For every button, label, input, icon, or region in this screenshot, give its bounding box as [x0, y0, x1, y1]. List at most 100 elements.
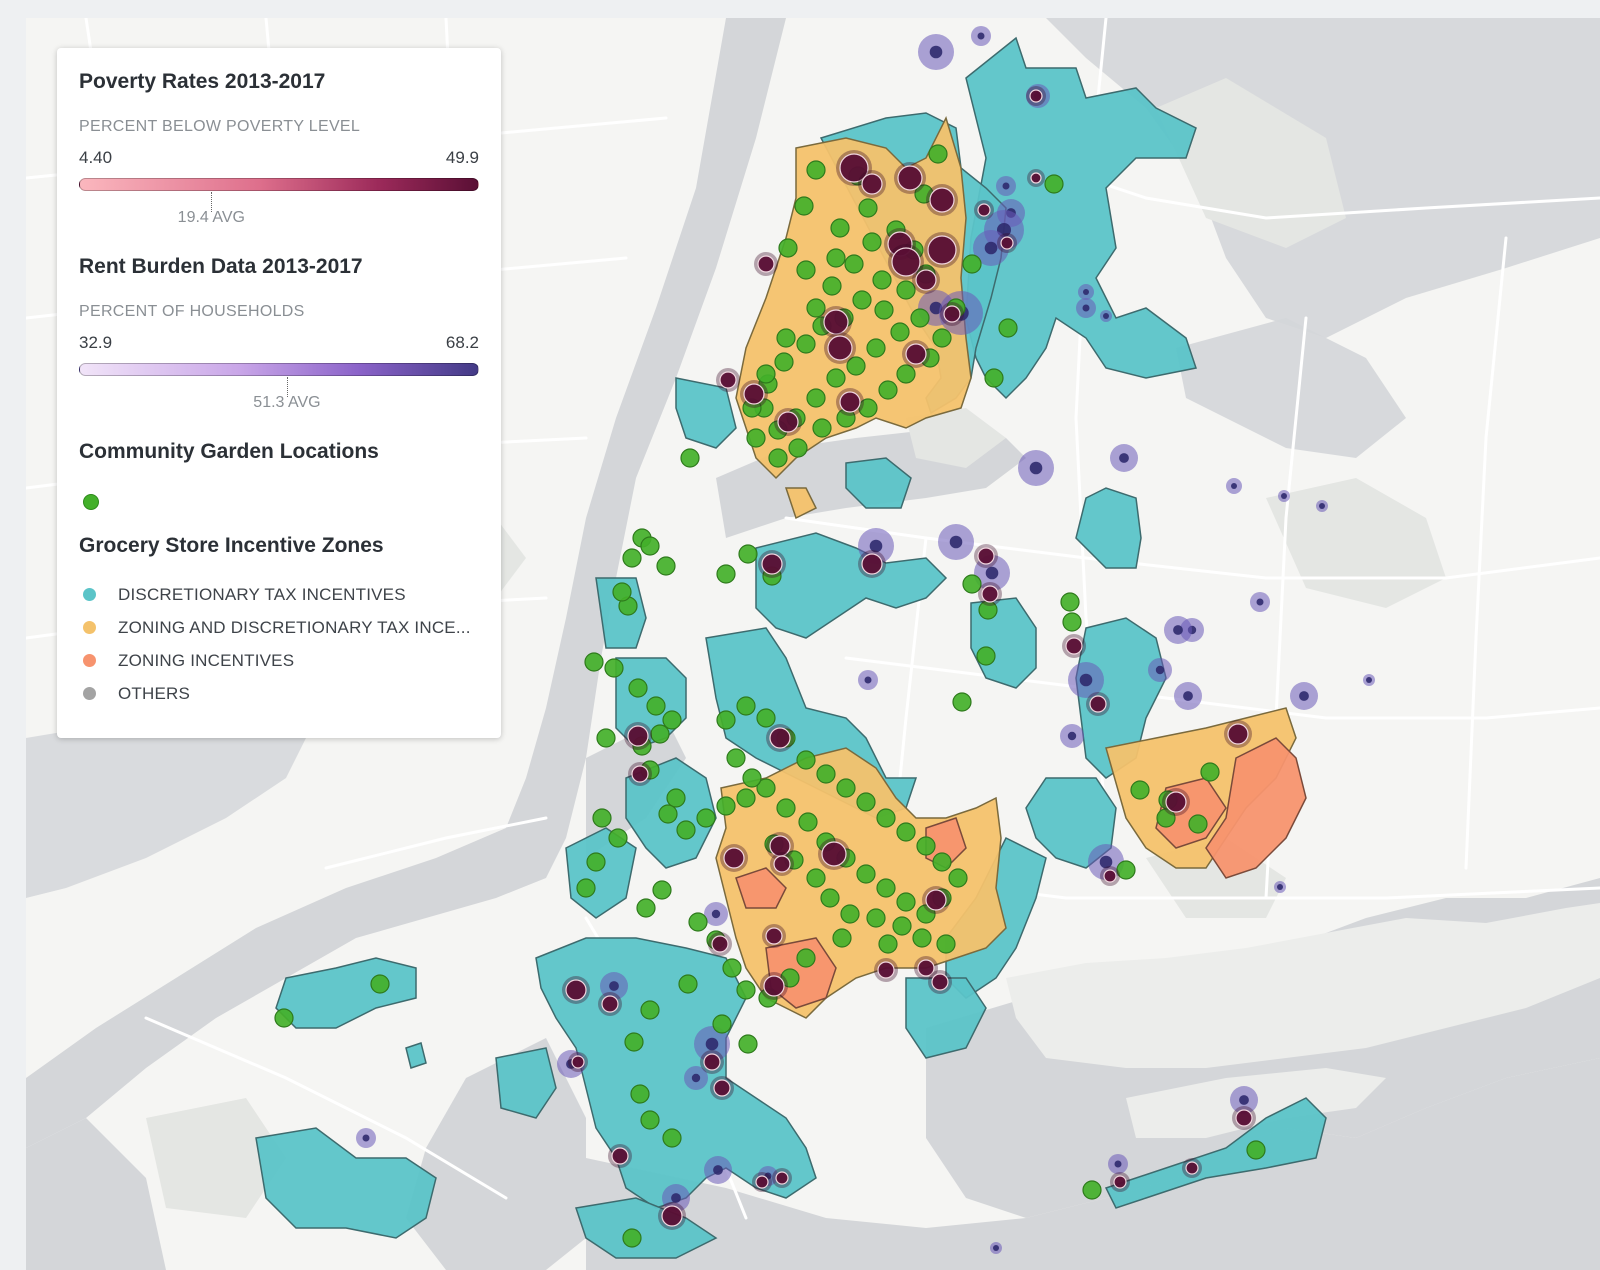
community-garden-marker[interactable] [1246, 1140, 1266, 1160]
community-garden-marker[interactable] [656, 556, 676, 576]
rent-burden-core[interactable] [1067, 731, 1077, 741]
community-garden-marker[interactable] [640, 536, 660, 556]
rent-burden-core[interactable] [929, 45, 943, 59]
community-garden-marker[interactable] [962, 574, 982, 594]
poverty-marker[interactable] [757, 255, 775, 273]
community-garden-marker[interactable] [774, 352, 794, 372]
community-garden-marker[interactable] [678, 974, 698, 994]
community-garden-marker[interactable] [680, 448, 700, 468]
community-garden-marker[interactable] [628, 678, 648, 698]
community-garden-marker[interactable] [912, 928, 932, 948]
community-garden-marker[interactable] [1188, 814, 1208, 834]
rent-burden-core[interactable] [977, 32, 985, 40]
community-garden-marker[interactable] [846, 356, 866, 376]
poverty-marker[interactable] [777, 411, 799, 433]
poverty-marker[interactable] [915, 269, 937, 291]
community-garden-marker[interactable] [716, 564, 736, 584]
community-garden-marker[interactable] [738, 1034, 758, 1054]
poverty-marker[interactable] [571, 1055, 585, 1069]
poverty-marker[interactable] [827, 335, 853, 361]
poverty-marker[interactable] [769, 727, 791, 749]
poverty-marker[interactable] [763, 975, 785, 997]
poverty-marker[interactable] [1000, 236, 1014, 250]
zone-staten-small[interactable] [405, 1042, 427, 1069]
community-garden-marker[interactable] [756, 364, 776, 384]
community-garden-marker[interactable] [584, 652, 604, 672]
community-garden-marker[interactable] [624, 1032, 644, 1052]
community-garden-marker[interactable] [798, 812, 818, 832]
rent-burden-core[interactable] [864, 676, 872, 684]
community-garden-marker[interactable] [866, 338, 886, 358]
community-garden-marker[interactable] [646, 696, 666, 716]
poverty-marker[interactable] [761, 553, 783, 575]
community-garden-marker[interactable] [1044, 174, 1064, 194]
community-garden-marker[interactable] [738, 544, 758, 564]
community-garden-marker[interactable] [596, 728, 616, 748]
community-garden-marker[interactable] [806, 868, 826, 888]
zone-queens-ozone[interactable] [1025, 777, 1117, 869]
rent-burden-core[interactable] [1103, 313, 1109, 319]
community-garden-marker[interactable] [896, 822, 916, 842]
rent-burden-core[interactable] [1239, 1095, 1249, 1105]
community-garden-marker[interactable] [998, 318, 1018, 338]
community-garden-marker[interactable] [896, 892, 916, 912]
poverty-marker[interactable] [877, 961, 895, 979]
community-garden-marker[interactable] [622, 1228, 642, 1248]
rent-burden-core[interactable] [1079, 673, 1093, 687]
community-garden-marker[interactable] [840, 904, 860, 924]
rent-burden-core[interactable] [1119, 453, 1129, 463]
poverty-marker[interactable] [1235, 1109, 1253, 1127]
rent-burden-core[interactable] [949, 535, 963, 549]
community-garden-marker[interactable] [794, 196, 814, 216]
community-garden-marker[interactable] [650, 724, 670, 744]
community-garden-marker[interactable] [1116, 860, 1136, 880]
poverty-marker[interactable] [977, 203, 991, 217]
community-garden-marker[interactable] [636, 898, 656, 918]
poverty-marker[interactable] [821, 841, 847, 867]
zone-staten-south[interactable] [255, 1127, 437, 1239]
poverty-marker[interactable] [703, 1053, 721, 1071]
poverty-marker[interactable] [627, 725, 649, 747]
community-garden-marker[interactable] [856, 864, 876, 884]
rent-burden-core[interactable] [609, 981, 619, 991]
community-garden-marker[interactable] [876, 808, 896, 828]
community-garden-marker[interactable] [910, 308, 930, 328]
community-garden-marker[interactable] [726, 748, 746, 768]
community-garden-marker[interactable] [806, 160, 826, 180]
community-garden-marker[interactable] [820, 888, 840, 908]
rent-burden-core[interactable] [1256, 598, 1264, 606]
poverty-marker[interactable] [601, 995, 619, 1013]
poverty-marker[interactable] [743, 383, 765, 405]
rent-burden-core[interactable] [1114, 1160, 1122, 1168]
poverty-layer[interactable] [562, 86, 1256, 1230]
zone-randalls[interactable] [845, 457, 912, 509]
community-garden-marker[interactable] [716, 710, 736, 730]
community-garden-marker[interactable] [916, 836, 936, 856]
community-garden-marker[interactable] [892, 916, 912, 936]
community-garden-marker[interactable] [826, 248, 846, 268]
community-garden-marker[interactable] [778, 238, 798, 258]
poverty-marker[interactable] [1165, 791, 1187, 813]
community-garden-marker[interactable] [1060, 592, 1080, 612]
zone-rockaway[interactable] [1104, 1097, 1327, 1209]
community-garden-marker[interactable] [658, 804, 678, 824]
community-garden-marker[interactable] [716, 796, 736, 816]
poverty-marker[interactable] [1227, 723, 1249, 745]
rent-burden-core[interactable] [1082, 304, 1090, 312]
poverty-marker[interactable] [723, 847, 745, 869]
community-garden-marker[interactable] [736, 980, 756, 1000]
poverty-marker[interactable] [925, 889, 947, 911]
community-garden-marker[interactable] [768, 448, 788, 468]
zone-bronx-east[interactable] [965, 36, 1197, 400]
poverty-marker[interactable] [765, 927, 783, 945]
community-garden-marker[interactable] [776, 328, 796, 348]
community-garden-marker[interactable] [736, 788, 756, 808]
community-garden-marker[interactable] [976, 646, 996, 666]
rent-burden-core[interactable] [1299, 691, 1309, 701]
community-garden-marker[interactable] [736, 696, 756, 716]
community-garden-marker[interactable] [604, 658, 624, 678]
community-garden-marker[interactable] [608, 828, 628, 848]
community-garden-marker[interactable] [806, 298, 826, 318]
poverty-marker[interactable] [755, 1175, 769, 1189]
zone-manhattan-mid[interactable] [595, 577, 647, 649]
